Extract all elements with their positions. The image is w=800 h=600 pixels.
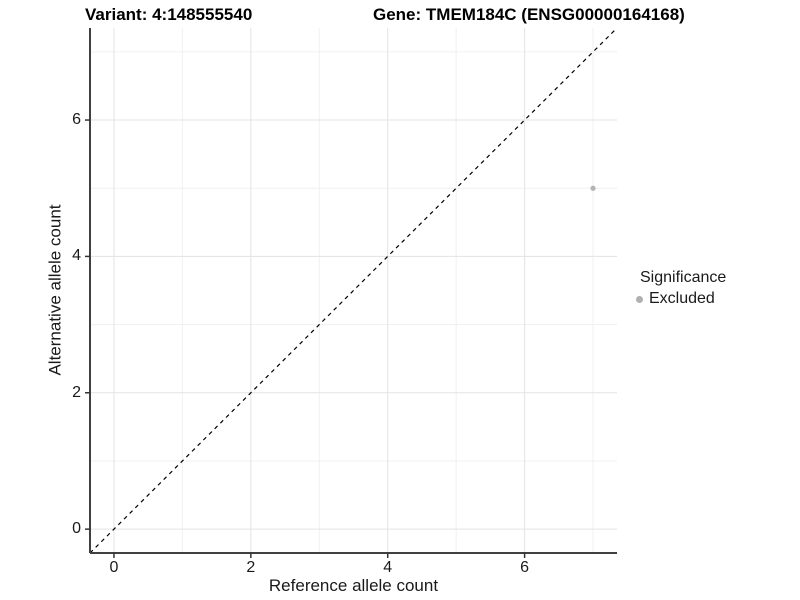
y-tick-label-4: 4 [72, 247, 81, 265]
x-tick-label-4: 4 [383, 559, 393, 576]
x-tick-label-6: 6 [520, 559, 530, 576]
y-tick-label-0: 0 [72, 520, 81, 538]
data-point [590, 185, 596, 191]
plot-canvas [85, 27, 618, 558]
x-axis-title: Reference allele count [268, 576, 439, 595]
y-tick-label-2: 2 [72, 383, 81, 401]
y-axis-title: Alternative allele count [45, 204, 65, 376]
plot-title-variant: Variant: 4:148555540 [85, 5, 253, 24]
legend: Significance Excluded [632, 268, 797, 309]
plot-title-gene: Gene: TMEM184C (ENSG00000164168) [373, 5, 685, 24]
plot-panel [85, 27, 618, 558]
y-tick-label-6: 6 [72, 111, 81, 129]
legend-marker-excluded-icon [636, 295, 643, 303]
legend-item-label: Excluded [649, 290, 715, 307]
x-tick-label-0: 0 [109, 559, 119, 576]
legend-item-excluded: Excluded [632, 289, 797, 309]
identity-reference-line [89, 27, 618, 554]
legend-title: Significance [640, 269, 727, 286]
x-tick-label-2: 2 [246, 559, 256, 576]
